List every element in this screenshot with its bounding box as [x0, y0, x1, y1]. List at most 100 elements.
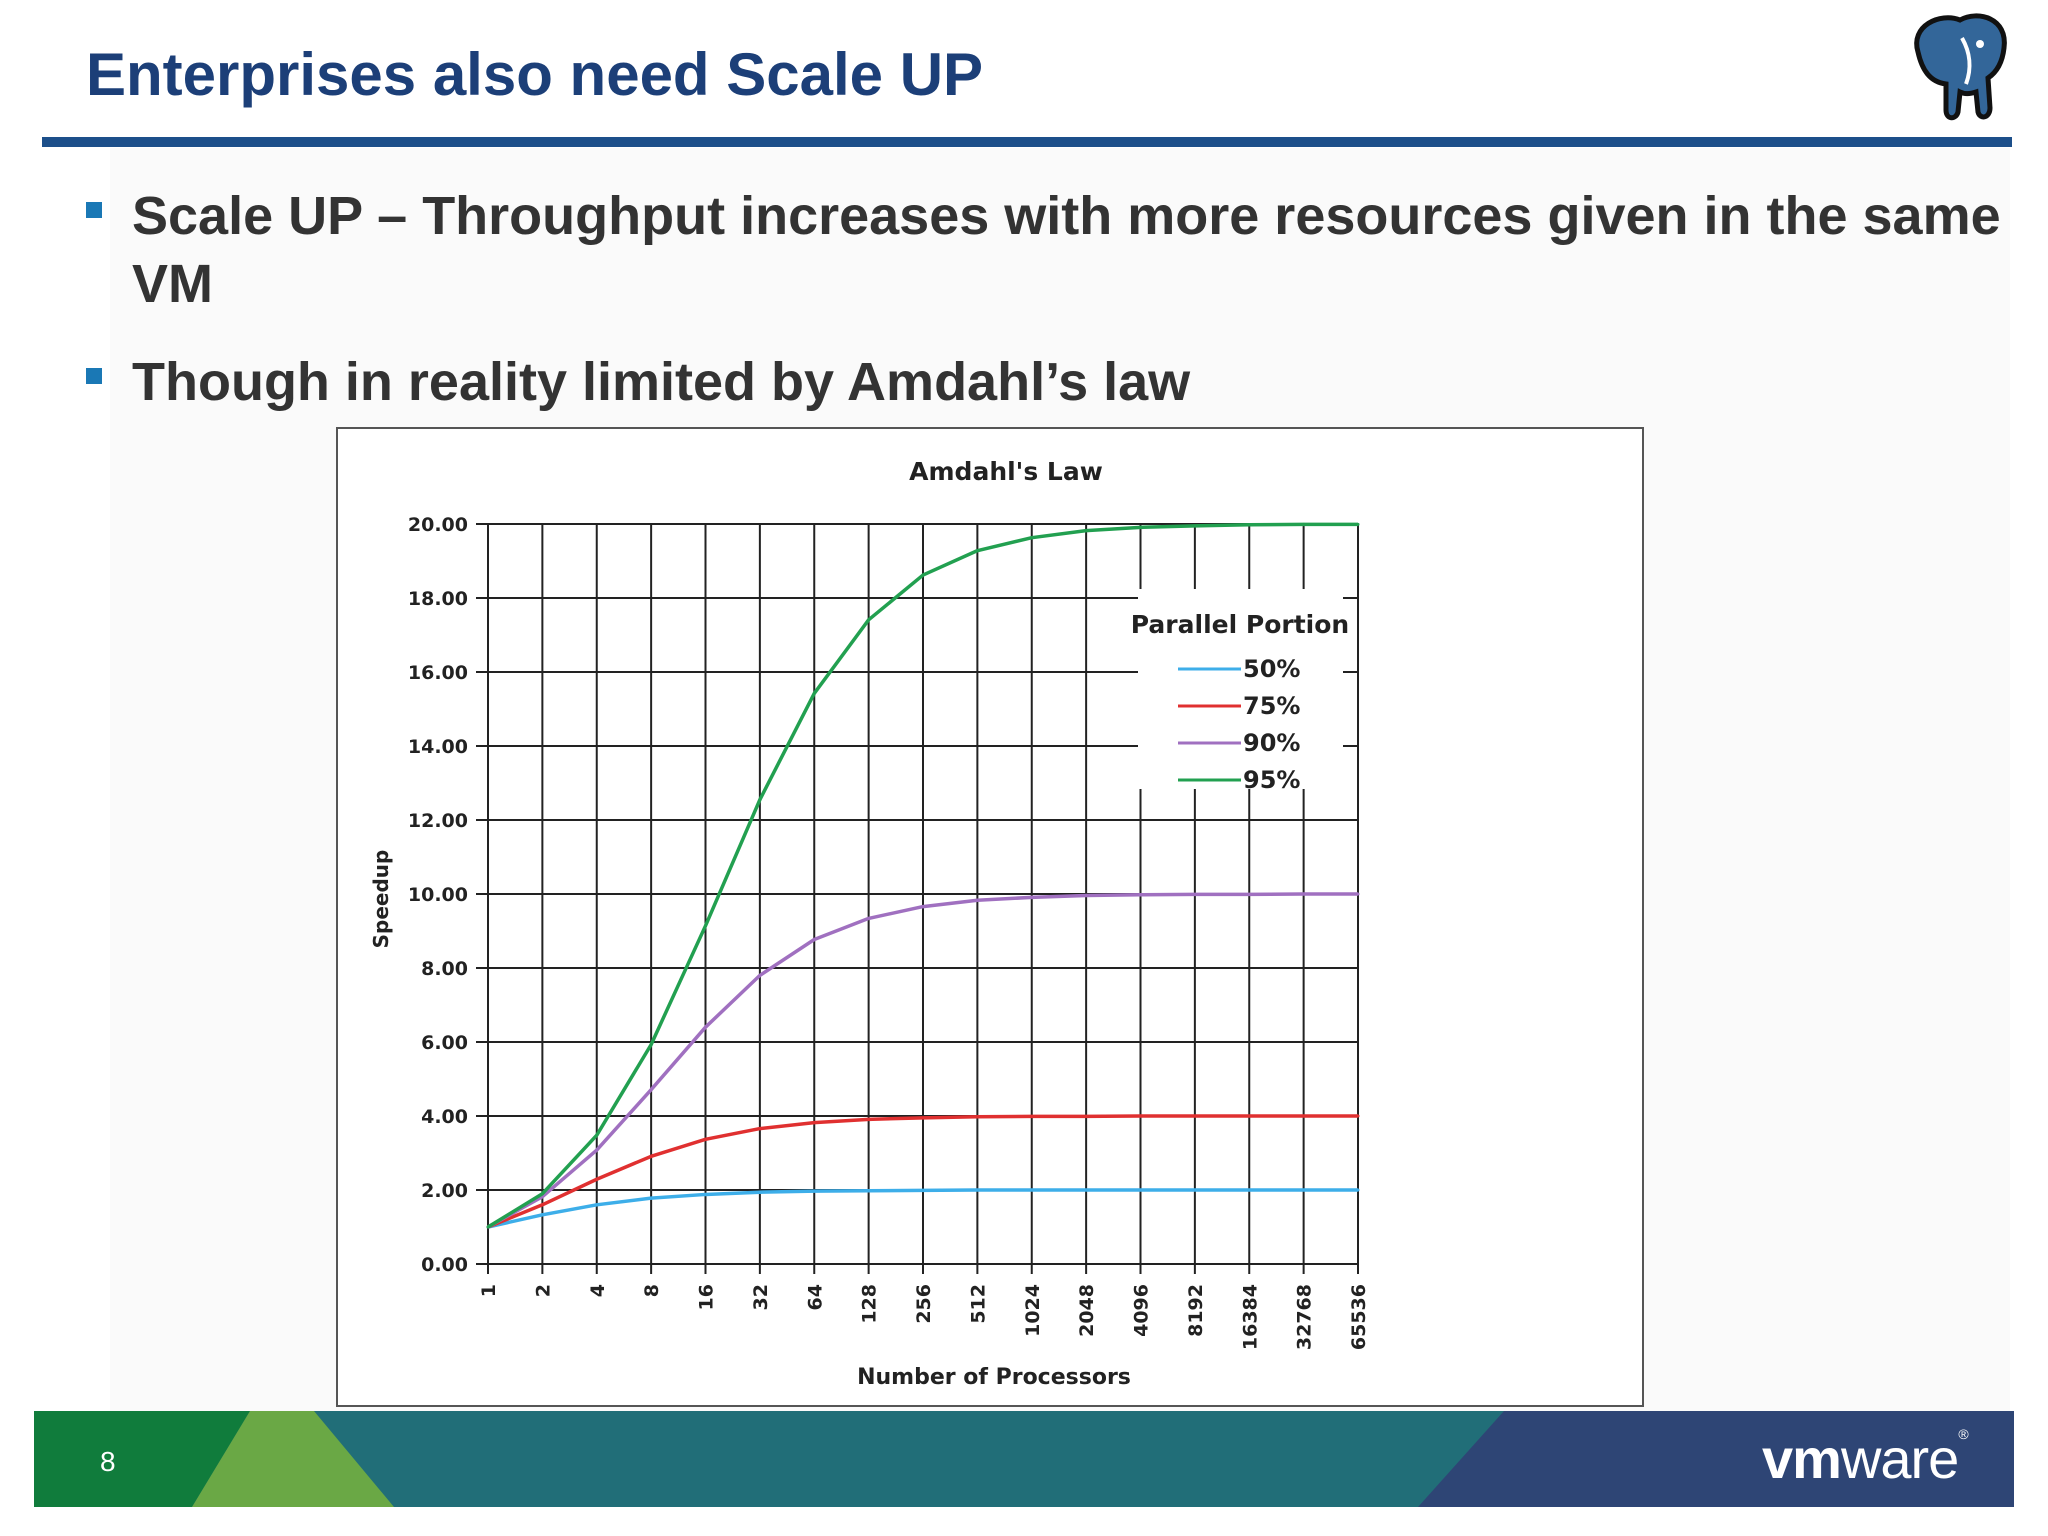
- x-tick-label: 16: [696, 1284, 718, 1310]
- data-point: [1084, 893, 1088, 897]
- data-point: [812, 691, 816, 695]
- data-point: [867, 618, 871, 622]
- bullet-text: Scale UP – Throughput increases with mor…: [132, 186, 2001, 314]
- y-tick-label: 0.00: [421, 1254, 468, 1276]
- chart-series: [486, 522, 1360, 1229]
- data-point: [921, 905, 925, 909]
- data-point: [1247, 1188, 1251, 1192]
- data-point: [921, 1116, 925, 1120]
- brand-ware: ware: [1840, 1427, 1959, 1490]
- y-tick-label: 16.00: [408, 662, 468, 684]
- data-point: [867, 1189, 871, 1193]
- data-point: [1302, 522, 1306, 526]
- y-tick-label: 8.00: [421, 958, 468, 980]
- data-point: [758, 798, 762, 802]
- chart-grid: [476, 523, 1359, 1274]
- vmware-logo: vmware®: [1762, 1426, 1969, 1491]
- data-point: [867, 916, 871, 920]
- data-point: [704, 1192, 707, 1196]
- y-axis-label: Speedup: [369, 850, 393, 949]
- data-point: [758, 973, 762, 977]
- data-point: [486, 1225, 490, 1229]
- data-point: [1247, 523, 1251, 527]
- x-tick-label: 2: [532, 1284, 554, 1297]
- data-point: [1084, 529, 1088, 533]
- data-point: [758, 1127, 762, 1131]
- brand-reg: ®: [1958, 1426, 1968, 1442]
- data-point: [1030, 536, 1034, 540]
- data-point: [704, 1137, 707, 1141]
- x-tick-label: 4096: [1131, 1284, 1153, 1337]
- data-point: [812, 1121, 816, 1125]
- x-tick-label: 4: [587, 1284, 609, 1297]
- y-tick-label: 2.00: [421, 1180, 468, 1202]
- bullet-text: Though in reality limited by Amdahl’s la…: [132, 352, 1191, 412]
- x-tick-label: 8192: [1185, 1284, 1207, 1337]
- data-point: [1302, 1188, 1306, 1192]
- data-point: [975, 1115, 979, 1119]
- data-point: [1193, 892, 1197, 896]
- data-point: [867, 1117, 871, 1121]
- slide-title: Enterprises also need Scale UP: [86, 41, 984, 108]
- data-point: [975, 549, 979, 553]
- x-tick-label: 64: [804, 1284, 826, 1310]
- x-axis-label: Number of Processors: [857, 1365, 1131, 1390]
- data-point: [595, 1148, 599, 1152]
- data-point: [1247, 1114, 1251, 1118]
- x-tick-label: 1024: [1022, 1284, 1044, 1337]
- data-point: [649, 1196, 653, 1200]
- postgresql-elephant-icon: [1914, 13, 2007, 121]
- page-number: 8: [100, 1446, 116, 1477]
- bullet-marker: [86, 202, 102, 218]
- data-point: [540, 1192, 544, 1196]
- chart-legend: Parallel Portion 50% 75% 90% 95%: [1131, 589, 1349, 794]
- data-point: [1356, 892, 1360, 896]
- data-point: [1084, 1114, 1088, 1118]
- chart-title: Amdahl's Law: [909, 457, 1103, 486]
- data-point: [812, 1189, 816, 1193]
- data-point: [1356, 1114, 1360, 1118]
- data-point: [1356, 522, 1360, 526]
- data-point: [1302, 892, 1306, 896]
- data-point: [1139, 893, 1142, 897]
- x-tick-label: 256: [913, 1284, 935, 1324]
- amdahl-chart: 0.00 2.00 4.00 6.00 8.00 10.00 12.00 14.00 16.00…: [369, 457, 1370, 1390]
- x-tick-label: 128: [859, 1284, 881, 1324]
- data-point: [1030, 1114, 1034, 1118]
- data-point: [1139, 1114, 1142, 1118]
- title-divider: [42, 137, 2012, 147]
- legend-entry: 50%: [1243, 655, 1300, 683]
- data-point: [1030, 1188, 1034, 1192]
- data-point: [704, 1025, 707, 1029]
- data-point: [1139, 1188, 1142, 1192]
- footer-band: [34, 1411, 2014, 1507]
- y-tick-label: 18.00: [408, 588, 468, 610]
- legend-title: Parallel Portion: [1131, 610, 1349, 639]
- x-tick-label: 65536: [1348, 1284, 1370, 1350]
- data-point: [595, 1177, 599, 1181]
- chart-axes: 0.00 2.00 4.00 6.00 8.00 10.00 12.00 14.00 16.00…: [408, 514, 1370, 1350]
- data-point: [1084, 1188, 1088, 1192]
- data-point: [975, 1188, 979, 1192]
- legend-box: [1138, 589, 1343, 789]
- brand-vm: vm: [1762, 1427, 1842, 1490]
- x-tick-label: 2048: [1076, 1284, 1098, 1337]
- data-point: [649, 1088, 653, 1092]
- x-tick-label: 512: [967, 1284, 989, 1324]
- data-point: [975, 898, 979, 902]
- legend-entry: 95%: [1243, 766, 1300, 794]
- bullet-marker: [86, 368, 102, 384]
- x-tick-label: 8: [641, 1284, 663, 1297]
- legend-entry: 75%: [1243, 692, 1300, 720]
- x-tick-label: 32: [750, 1284, 772, 1310]
- y-tick-label: 12.00: [408, 810, 468, 832]
- data-point: [1356, 1188, 1360, 1192]
- x-tick-label: 32768: [1294, 1284, 1316, 1350]
- chart-frame: 0.00 2.00 4.00 6.00 8.00 10.00 12.00 14.00 16.00…: [336, 427, 1644, 1407]
- data-point: [704, 924, 707, 928]
- data-point: [595, 1203, 599, 1207]
- data-point: [1302, 1114, 1306, 1118]
- data-point: [649, 1043, 653, 1047]
- x-tick-label: 16384: [1239, 1284, 1261, 1350]
- data-point: [812, 938, 816, 942]
